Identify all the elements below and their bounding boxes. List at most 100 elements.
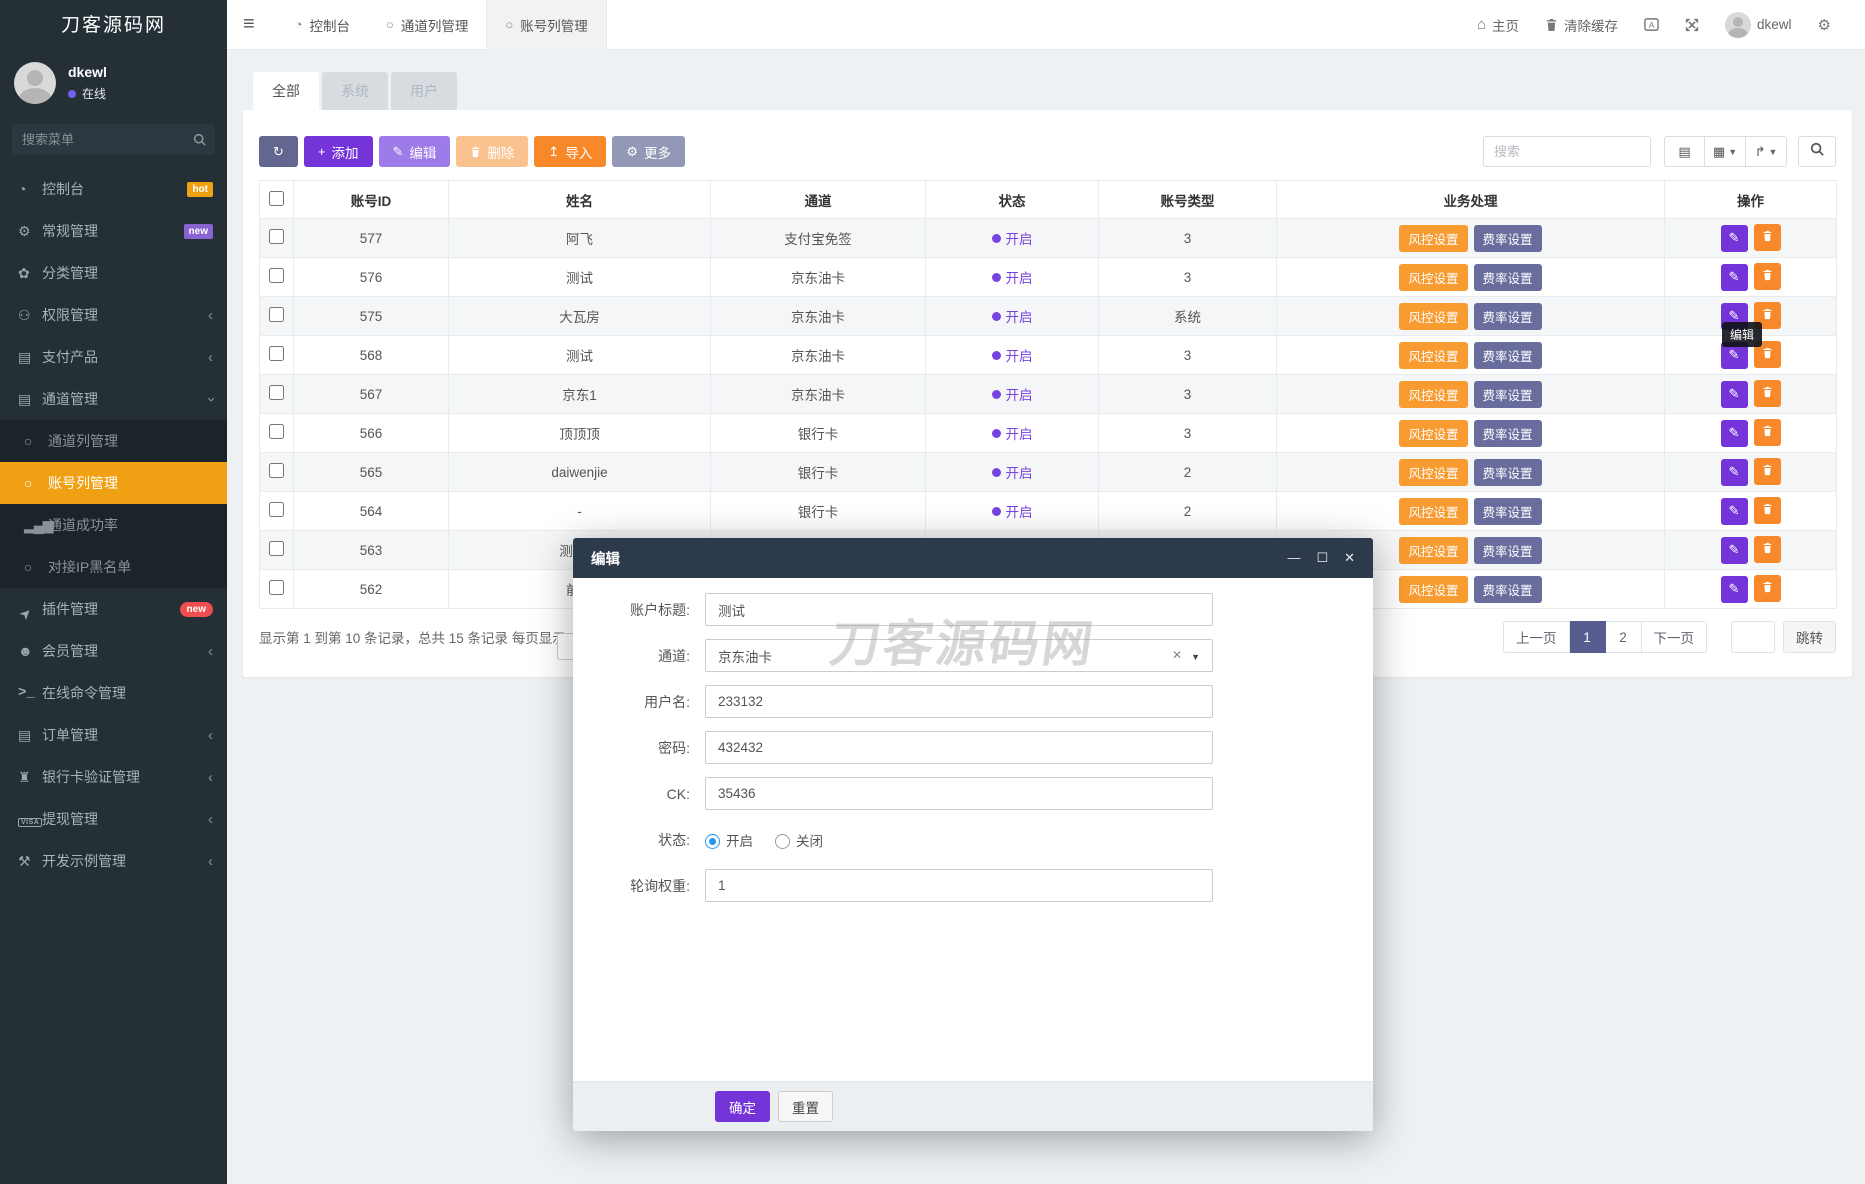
sidebar-item-pay-product[interactable]: ▤ 支付产品 ‹ [0,336,227,378]
clear-cache-link[interactable]: 清除缓存 [1545,15,1618,35]
radio-icon[interactable] [775,833,790,849]
poll-weight-input[interactable]: 1 [705,869,1213,902]
row-delete-button[interactable] [1753,224,1781,252]
row-edit-button[interactable]: ✎ [1720,224,1748,252]
row-checkbox[interactable] [269,580,284,595]
sidebar-item-ip-blacklist[interactable]: ○ 对接IP黑名单 [0,546,227,588]
row-delete-button[interactable] [1753,263,1781,291]
row-checkbox[interactable] [269,541,284,556]
rate-setting-button[interactable]: 费率设置 [1473,419,1542,447]
row-edit-button[interactable]: ✎ [1720,575,1748,603]
radio-option[interactable]: 开启 [705,830,753,850]
maximize-icon[interactable]: ☐ [1316,550,1329,565]
sidebar-item-member[interactable]: ☻ 会员管理 ‹ [0,630,227,672]
sidebar-item-plugin[interactable]: ➤ 插件管理 new [0,588,227,630]
import-button[interactable]: ↥ 导入 [534,136,607,167]
risk-setting-button[interactable]: 风控设置 [1399,458,1468,486]
tab-dashboard[interactable]: ◔ 控制台 [277,0,368,50]
risk-setting-button[interactable]: 风控设置 [1399,263,1468,291]
refresh-button[interactable]: ↻ [259,136,298,167]
minimize-icon[interactable]: — [1287,550,1301,565]
row-edit-button[interactable]: ✎ [1720,263,1748,291]
row-delete-button[interactable] [1753,380,1781,408]
sidebar-item-account-list[interactable]: ○ 账号列管理 [0,462,227,504]
row-edit-button[interactable]: ✎ [1720,536,1748,564]
rate-setting-button[interactable]: 费率设置 [1473,224,1542,252]
edit-button[interactable]: ✎ 编辑 [378,136,451,167]
risk-setting-button[interactable]: 风控设置 [1399,575,1468,603]
rate-setting-button[interactable]: 费率设置 [1473,302,1542,330]
confirm-button[interactable]: 确定 [715,1091,770,1122]
columns-button[interactable]: ▦ ▼ [1705,136,1746,167]
risk-setting-button[interactable]: 风控设置 [1399,419,1468,447]
settings-button[interactable]: ⚙ [1818,16,1831,34]
sidebar-item-category[interactable]: ✿ 分类管理 [0,252,227,294]
row-delete-button[interactable] [1753,575,1781,603]
row-checkbox[interactable] [269,463,284,478]
fullscreen-button[interactable] [1685,18,1699,32]
row-checkbox[interactable] [269,268,284,283]
account-title-input[interactable]: 测试 [705,593,1213,626]
detail-view-button[interactable]: ▤ [1664,136,1705,167]
filter-tab-all[interactable]: 全部 [253,72,319,110]
radio-icon[interactable] [705,833,720,849]
add-button[interactable]: + 添加 [303,136,373,167]
jump-button[interactable]: 跳转 [1783,621,1836,653]
risk-setting-button[interactable]: 风控设置 [1399,380,1468,408]
sidebar-item-channel-success[interactable]: ▂▄▆ 通道成功率 [0,504,227,546]
close-icon[interactable]: ✕ [1344,550,1355,565]
sidebar-item-online-cmd[interactable]: >_ 在线命令管理 [0,672,227,714]
table-search-input[interactable] [1483,136,1651,167]
password-input[interactable]: 432432 [705,731,1213,764]
row-checkbox[interactable] [269,307,284,322]
rate-setting-button[interactable]: 费率设置 [1473,575,1542,603]
radio-option[interactable]: 关闭 [775,830,823,850]
sidebar-item-withdraw[interactable]: VISA 提现管理 ‹ [0,798,227,840]
risk-setting-button[interactable]: 风控设置 [1399,341,1468,369]
prev-page-button[interactable]: 上一页 [1503,621,1570,653]
tab-account-list[interactable]: ○ 账号列管理 [486,0,607,50]
row-checkbox[interactable] [269,385,284,400]
sidebar-search-input[interactable] [12,124,215,155]
page-button-1[interactable]: 1 [1569,621,1606,653]
sidebar-item-order[interactable]: ▤ 订单管理 ‹ [0,714,227,756]
tab-channel-list[interactable]: ○ 通道列管理 [368,0,486,50]
delete-button[interactable]: 删除 [456,136,529,167]
row-delete-button[interactable] [1753,536,1781,564]
row-edit-button[interactable]: ✎ [1720,497,1748,525]
sidebar-item-channel-list[interactable]: ○ 通道列管理 [0,420,227,462]
jump-page-input[interactable] [1731,621,1775,653]
ck-input[interactable]: 35436 [705,777,1213,810]
risk-setting-button[interactable]: 风控设置 [1399,224,1468,252]
row-delete-button[interactable] [1753,419,1781,447]
rate-setting-button[interactable]: 费率设置 [1473,536,1542,564]
row-checkbox[interactable] [269,502,284,517]
sidebar-item-general[interactable]: ⚙ 常规管理 new [0,210,227,252]
user-menu[interactable]: dkewl [1725,11,1792,38]
page-button-2[interactable]: 2 [1605,621,1642,653]
more-button[interactable]: ⚙ 更多 [612,136,685,167]
sidebar-item-permission[interactable]: ⚇ 权限管理 ‹ [0,294,227,336]
rate-setting-button[interactable]: 费率设置 [1473,497,1542,525]
row-checkbox[interactable] [269,229,284,244]
export-button[interactable]: ↱ ▼ [1746,136,1787,167]
filter-tab-user[interactable]: 用户 [391,72,457,110]
rate-setting-button[interactable]: 费率设置 [1473,458,1542,486]
risk-setting-button[interactable]: 风控设置 [1399,302,1468,330]
reset-button[interactable]: 重置 [778,1091,833,1122]
next-page-button[interactable]: 下一页 [1641,621,1707,653]
home-link[interactable]: ⌂ 主页 [1476,16,1520,34]
row-edit-button[interactable]: ✎ [1720,380,1748,408]
sidebar-item-dashboard[interactable]: ◔ 控制台 hot [0,168,227,210]
row-delete-button[interactable] [1753,458,1781,486]
sidebar-item-channel-mgmt[interactable]: ▤ 通道管理 ‹ [0,378,227,420]
risk-setting-button[interactable]: 风控设置 [1399,497,1468,525]
risk-setting-button[interactable]: 风控设置 [1399,536,1468,564]
sidebar-item-dev-example[interactable]: ⚒ 开发示例管理 ‹ [0,840,227,882]
translate-button[interactable]: A [1644,17,1659,32]
username-input[interactable]: 233132 [705,685,1213,718]
search-button[interactable] [1798,136,1836,167]
rate-setting-button[interactable]: 费率设置 [1473,380,1542,408]
filter-tab-system[interactable]: 系统 [322,72,388,110]
rate-setting-button[interactable]: 费率设置 [1473,341,1542,369]
